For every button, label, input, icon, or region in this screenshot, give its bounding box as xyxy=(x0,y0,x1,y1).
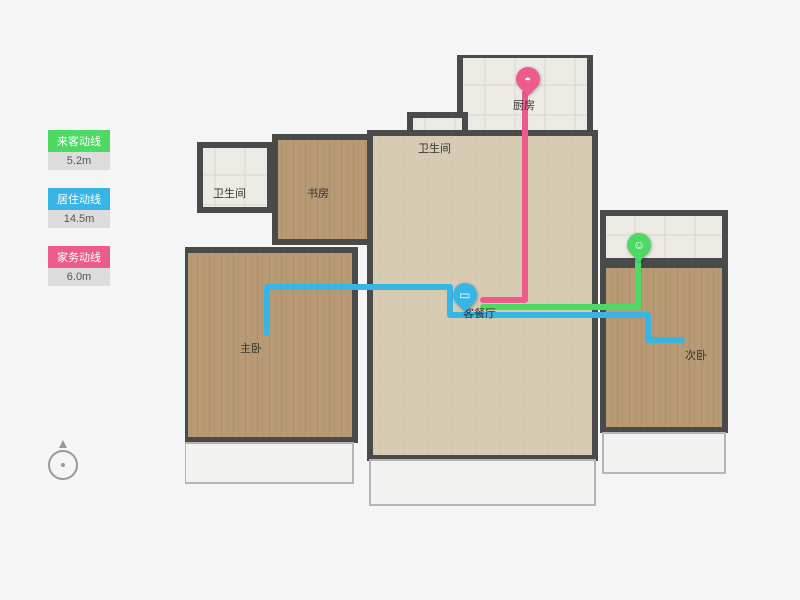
room-label-master: 主卧 xyxy=(240,340,262,356)
room-balcony_r xyxy=(603,213,725,261)
legend-item-guest: 来客动线 5.2m xyxy=(48,130,110,170)
room-label-kitchen: 厨房 xyxy=(513,97,535,113)
kitchen-marker: ◓ xyxy=(516,67,540,97)
entry-marker: ☺ xyxy=(627,233,651,263)
legend-item-housework: 家务动线 6.0m xyxy=(48,246,110,286)
room-label-bath1: 卫生间 xyxy=(213,185,246,201)
floorplan: 厨房卫生间卫生间书房客餐厅主卧次卧 ◓▭☺ xyxy=(185,55,730,525)
room-label-second: 次卧 xyxy=(685,347,707,363)
room-label-study: 书房 xyxy=(307,185,329,201)
path-legend: 来客动线 5.2m 居住动线 14.5m 家务动线 6.0m xyxy=(48,130,110,304)
legend-label: 家务动线 xyxy=(48,246,110,268)
legend-item-resident: 居住动线 14.5m xyxy=(48,188,110,228)
balcony-1 xyxy=(370,460,595,505)
room-living xyxy=(370,133,595,458)
room-label-bath2: 卫生间 xyxy=(418,140,451,156)
room-master xyxy=(185,250,355,440)
legend-value: 6.0m xyxy=(48,268,110,286)
legend-label: 居住动线 xyxy=(48,188,110,210)
person-icon: ☺ xyxy=(633,239,645,251)
living-marker: ▭ xyxy=(453,283,477,313)
compass-icon xyxy=(48,440,78,480)
legend-value: 14.5m xyxy=(48,210,110,228)
balcony-2 xyxy=(603,433,725,473)
legend-label: 来客动线 xyxy=(48,130,110,152)
bed-icon: ▭ xyxy=(459,289,470,301)
pot-icon: ◓ xyxy=(524,73,531,85)
balcony-0 xyxy=(185,443,353,483)
legend-value: 5.2m xyxy=(48,152,110,170)
